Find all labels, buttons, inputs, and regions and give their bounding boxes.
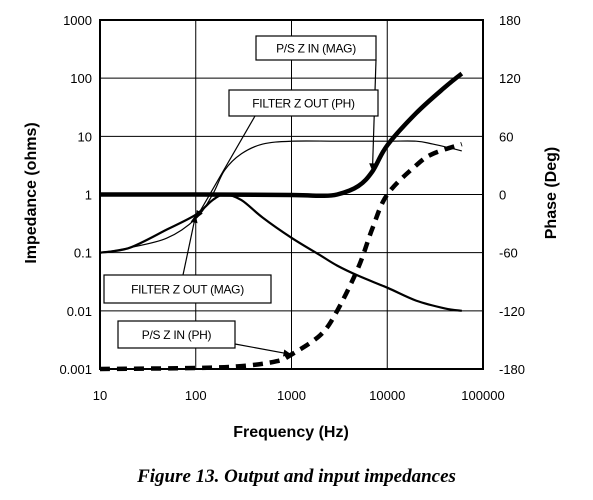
y-tick-label-right: 180 [499,13,521,28]
y-tick-label-right: -180 [499,362,525,377]
callout: FILTER Z OUT (MAG) [103,214,272,304]
y-axis-title-left: Impedance (ohms) [23,122,40,263]
callout-box [117,320,236,349]
y-tick-label-right: -60 [499,246,518,261]
callout-leader [234,343,292,356]
callout-label: P/S Z IN (MAG) [276,42,356,56]
callout: P/S Z IN (PH) [117,320,292,357]
series-line [99,141,463,372]
callout-box [228,89,379,117]
tick-labels: 10 100 1000 10000 100000 1000 100 10 1 0.1 0.01 0.0… [59,13,525,403]
plot-border [99,19,484,370]
y-tick-label-right: 0 [499,188,506,203]
callout-arrowhead [282,349,292,357]
y-tick-label-left: 10 [78,129,92,144]
callout-arrowhead [369,163,377,172]
x-tick-label: 1000 [277,388,306,403]
y-tick-label-left: 100 [70,71,92,86]
callout-label: FILTER Z OUT (MAG) [131,283,244,297]
y-tick-label-left: 0.01 [67,304,92,319]
callout-label: FILTER Z OUT (PH) [252,97,355,111]
y-tick-label-left: 1000 [63,13,92,28]
callout-leader [182,214,197,276]
callout-label: P/S Z IN (PH) [142,328,212,342]
x-axis-title: Frequency (Hz) [233,424,349,441]
y-tick-label-right: 120 [499,71,521,86]
callouts: P/S Z IN (MAG) FILTER Z OUT (PH) FILTER Z … [103,35,379,357]
plot-frame [99,19,484,370]
y-tick-label-right: -120 [499,304,525,319]
series-line [99,193,462,312]
curves [99,71,464,372]
y-tick-label-right: 60 [499,129,513,144]
x-tick-label: 100000 [461,388,504,403]
series-line [99,71,464,199]
y-axis-title-right: Phase (Deg) [543,147,560,239]
y-tick-label-left: 0.1 [74,246,92,261]
callout-box [255,35,377,61]
callout-arrowhead [190,214,198,224]
series-line [99,140,462,254]
x-tick-label: 10 [93,388,107,403]
y-tick-label-left: 1 [85,188,92,203]
x-tick-label: 100 [185,388,207,403]
callout-leader [195,115,256,220]
callout-arrowhead [195,210,203,219]
callout-box [103,274,272,304]
impedance-chart: 10 100 1000 10000 100000 1000 100 10 1 0.1 0.01 0.0… [23,13,560,441]
y-tick-label-left: 0.001 [59,362,92,377]
x-tick-label: 10000 [369,388,405,403]
callout: FILTER Z OUT (PH) [195,89,379,220]
callout: P/S Z IN (MAG) [255,35,377,172]
figure-caption: Figure 13. Output and input impedances [137,466,456,487]
